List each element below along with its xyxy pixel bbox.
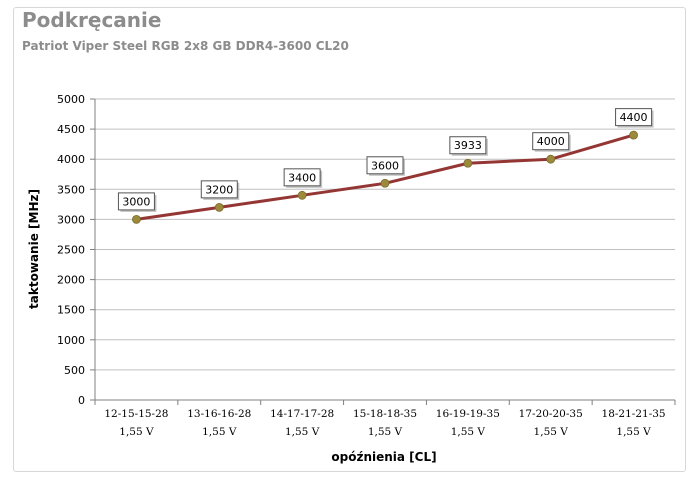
chart-title: Podkręcanie bbox=[22, 8, 162, 32]
data-label: 3400 bbox=[283, 168, 323, 188]
data-label: 4000 bbox=[532, 132, 571, 152]
data-label-text: 3200 bbox=[205, 183, 233, 196]
data-label-text: 3400 bbox=[288, 171, 316, 184]
data-point bbox=[463, 158, 473, 168]
x-tick-label: 15-18-18-35 1,55 V bbox=[353, 408, 417, 438]
data-point bbox=[132, 214, 141, 224]
data-label-text: 3000 bbox=[122, 195, 150, 208]
data-point bbox=[297, 190, 307, 200]
x-tick-label: 17-20-20-35 1,55 V bbox=[519, 408, 583, 438]
chart-frame bbox=[13, 7, 686, 472]
data-label-text: 4000 bbox=[537, 135, 565, 148]
data-label-box bbox=[449, 136, 487, 155]
data-point bbox=[214, 202, 224, 212]
x-tick-label: 16-19-19-35 1,55 V bbox=[436, 408, 500, 438]
y-tick-label: 2500 bbox=[57, 244, 85, 257]
data-label-box bbox=[615, 108, 653, 127]
data-label-box bbox=[532, 132, 570, 151]
data-label: 3600 bbox=[366, 156, 405, 176]
y-tick-label: 3000 bbox=[57, 213, 85, 226]
data-label-box bbox=[366, 156, 404, 175]
data-label-box bbox=[283, 168, 321, 187]
y-tick-label: 1500 bbox=[57, 304, 85, 317]
y-tick-label: 5000 bbox=[57, 93, 85, 106]
x-tick-label: 18-21-21-35 1,55 V bbox=[602, 408, 666, 438]
y-tick-label: 0 bbox=[78, 394, 85, 407]
data-point bbox=[380, 178, 390, 188]
data-point bbox=[629, 130, 638, 140]
x-tick-label: 14-17-17-28 1,55 V bbox=[270, 408, 334, 438]
y-tick-label: 500 bbox=[64, 364, 85, 377]
data-label: 3200 bbox=[200, 180, 240, 200]
data-label-text: 3933 bbox=[454, 139, 482, 152]
x-tick-label: 12-15-15-28 1,55 V bbox=[104, 408, 168, 438]
data-point bbox=[546, 154, 556, 164]
y-tick-label: 4000 bbox=[57, 153, 85, 166]
data-label-box bbox=[200, 180, 238, 199]
data-label: 4400 bbox=[615, 108, 654, 128]
y-tick-label: 4500 bbox=[57, 123, 85, 136]
x-axis-title: opóźnienia [CL] bbox=[331, 450, 436, 464]
data-label-text: 3600 bbox=[371, 159, 399, 172]
y-tick-label: 2000 bbox=[57, 274, 85, 287]
y-axis-title: taktowanie [MHz] bbox=[27, 189, 41, 309]
x-tick-label: 13-16-16-28 1,55 V bbox=[187, 408, 251, 438]
data-label-box bbox=[117, 192, 155, 211]
chart-subtitle: Patriot Viper Steel RGB 2x8 GB DDR4-3600… bbox=[22, 39, 349, 53]
y-tick-label: 3500 bbox=[57, 183, 85, 196]
data-label: 3933 bbox=[449, 136, 488, 156]
data-label-text: 4400 bbox=[620, 111, 648, 124]
data-label: 3000 bbox=[117, 192, 157, 212]
y-tick-label: 1000 bbox=[57, 334, 85, 347]
